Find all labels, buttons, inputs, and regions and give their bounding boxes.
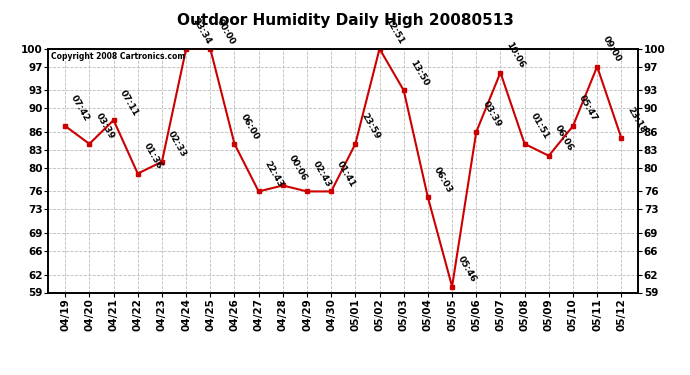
- Text: 13:50: 13:50: [408, 58, 430, 88]
- Text: 02:33: 02:33: [166, 130, 188, 159]
- Text: Copyright 2008 Cartronics.com: Copyright 2008 Cartronics.com: [51, 53, 186, 62]
- Text: 05:46: 05:46: [456, 255, 478, 284]
- Text: 12:51: 12:51: [384, 16, 406, 46]
- Text: 09:00: 09:00: [601, 35, 623, 64]
- Text: 07:42: 07:42: [70, 94, 92, 123]
- Text: 01:41: 01:41: [335, 159, 357, 189]
- Text: 00:00: 00:00: [215, 17, 236, 46]
- Text: 23:59: 23:59: [359, 112, 382, 141]
- Text: 06:00: 06:00: [239, 112, 261, 141]
- Text: 05:47: 05:47: [577, 94, 600, 123]
- Text: 22:43: 22:43: [263, 159, 285, 189]
- Text: 02:43: 02:43: [311, 159, 333, 189]
- Text: 03:39: 03:39: [480, 100, 502, 129]
- Text: 06:03: 06:03: [432, 165, 454, 195]
- Text: 06:06: 06:06: [553, 124, 575, 153]
- Text: 01:51: 01:51: [529, 112, 551, 141]
- Text: 23:34: 23:34: [190, 16, 213, 46]
- Text: 01:36: 01:36: [142, 142, 164, 171]
- Text: 07:11: 07:11: [118, 88, 140, 117]
- Text: 03:39: 03:39: [94, 112, 116, 141]
- Text: 00:06: 00:06: [287, 154, 309, 183]
- Text: 10:06: 10:06: [504, 40, 526, 70]
- Text: 23:18: 23:18: [626, 106, 648, 135]
- Text: Outdoor Humidity Daily High 20080513: Outdoor Humidity Daily High 20080513: [177, 13, 513, 28]
